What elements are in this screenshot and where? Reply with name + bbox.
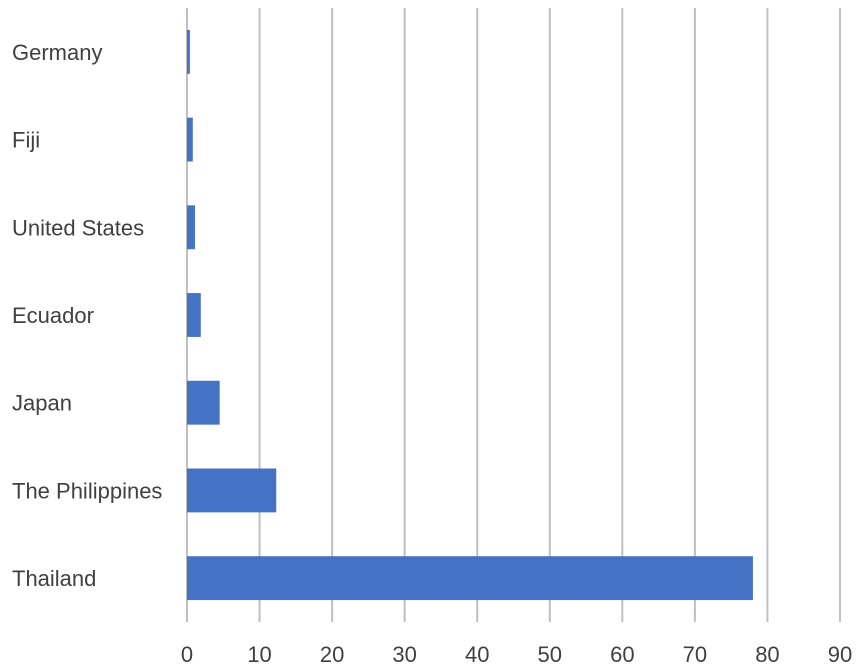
x-tick-label: 80 (755, 642, 779, 667)
category-label: The Philippines (12, 478, 162, 503)
bar-united-states (187, 205, 195, 250)
category-label: Japan (12, 391, 72, 416)
x-tick-label: 50 (538, 642, 562, 667)
bar-the-philippines (187, 468, 277, 513)
x-axis-tick-labels: 0 10 20 30 40 50 60 70 80 90 (181, 642, 852, 667)
category-label: Germany (12, 40, 102, 65)
bar-fiji (187, 117, 193, 162)
x-tick-label: 60 (610, 642, 634, 667)
category-label: Fiji (12, 128, 40, 153)
category-label: Ecuador (12, 303, 94, 328)
x-tick-label: 30 (392, 642, 416, 667)
bars (187, 29, 753, 601)
bar-japan (187, 380, 220, 425)
x-tick-label: 0 (181, 642, 193, 667)
category-labels: Thailand The Philippines Japan Ecuador Unite… (12, 40, 162, 591)
bar-germany (187, 29, 190, 74)
x-tick-label: 10 (247, 642, 271, 667)
category-label: Thailand (12, 566, 96, 591)
x-tick-label: 70 (683, 642, 707, 667)
bar-ecuador (187, 293, 201, 337)
x-tick-label: 20 (320, 642, 344, 667)
bar-thailand (187, 556, 753, 601)
category-label: United States (12, 215, 144, 240)
x-tick-label: 90 (828, 642, 852, 667)
grid-lines (186, 8, 841, 622)
x-tick-label: 40 (465, 642, 489, 667)
